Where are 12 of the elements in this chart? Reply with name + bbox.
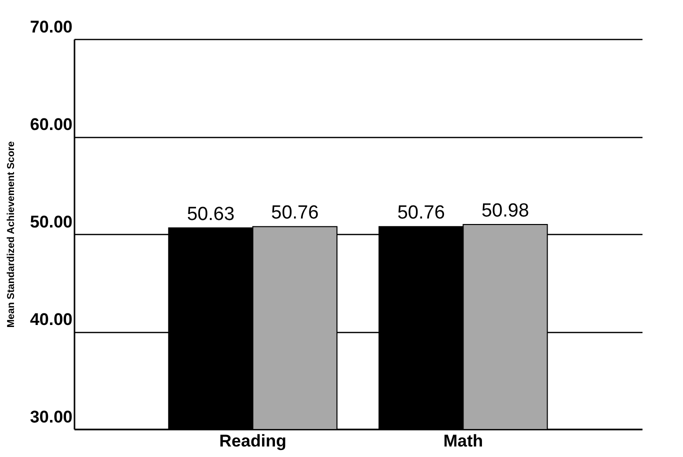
data-label: 50.76 [397, 202, 445, 224]
y-tick-label: 60.00 [30, 115, 72, 134]
x-tick-label: Reading [219, 432, 286, 450]
x-tick-label: Math [443, 432, 484, 450]
y-tick-label: 30.00 [30, 408, 72, 426]
y-tick-label: 70.00 [30, 18, 72, 36]
data-label: 50.63 [186, 204, 235, 225]
y-axis-title: Mean Standardized Achievement Score [6, 140, 17, 328]
data-label: 50.76 [271, 202, 319, 224]
data-label: 50.98 [481, 200, 530, 222]
y-tick-label: 50.00 [30, 212, 72, 232]
y-tick-label: 40.00 [30, 310, 72, 329]
